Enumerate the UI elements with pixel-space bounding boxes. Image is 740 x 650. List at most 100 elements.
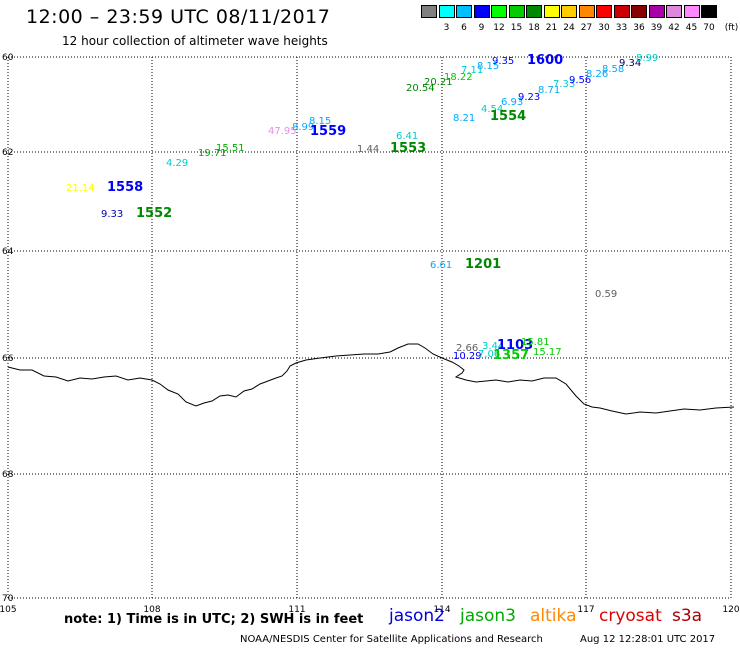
colorbar-swatch — [473, 5, 490, 18]
map-gridlines — [7, 56, 732, 599]
wave-height-label: 15.51 — [216, 143, 245, 154]
satellite-jason2: jason2 — [389, 606, 445, 626]
longitude-label: 108 — [143, 605, 160, 615]
satellite-s3a: s3a — [672, 606, 703, 626]
colorbar-label: 45 — [685, 23, 698, 33]
pass-time-label: 1553 — [390, 141, 426, 156]
wave-height-label: 8.15 — [309, 116, 331, 127]
wave-height-label: 20.21 — [424, 77, 453, 88]
wave-height-label: 2.66 — [456, 343, 478, 354]
longitude-label: 114 — [433, 605, 450, 615]
wave-height-label: 1.44 — [357, 144, 379, 155]
wave-height-label: 4.29 — [166, 158, 188, 169]
wave-height-label: 8.58 — [602, 64, 624, 75]
colorbar-label: 9 — [478, 23, 485, 33]
pass-time-label: 1600 — [527, 53, 563, 68]
wave-height-label: 6.93 — [501, 97, 523, 108]
wave-height-label: 0.59 — [595, 289, 617, 300]
latitude-label: 60 — [2, 53, 14, 63]
longitude-label: 117 — [577, 605, 594, 615]
colorbar-label: 12 — [493, 23, 505, 33]
wave-height-label: 8.99 — [636, 53, 658, 64]
colorbar-unit: (ft) — [724, 23, 739, 33]
wave-height-label: 19.71 — [198, 148, 227, 159]
colorbar-swatch — [561, 5, 577, 18]
generation-timestamp: Aug 12 12:28:01 UTC 2017 — [580, 634, 716, 645]
wave-height-label: 8.15 — [477, 61, 499, 72]
colorbar-label: 36 — [633, 23, 645, 33]
colorbar-label: 39 — [650, 23, 663, 33]
latitude-label: 68 — [2, 470, 14, 480]
colorbar-label: 33 — [615, 23, 628, 33]
pass-time-label: 1357 — [493, 348, 529, 363]
coastline — [7, 343, 735, 415]
longitude-label: 111 — [288, 605, 305, 615]
wave-height-label: 8.21 — [453, 113, 475, 124]
wave-height-label: 9.34 — [619, 58, 641, 69]
wave-height-label: 18.22 — [444, 72, 473, 83]
wave-height-label: 7.33 — [553, 79, 575, 90]
wave-height-label: 9.33 — [101, 209, 123, 220]
wave-height-label: 20.54 — [406, 83, 435, 94]
colorbar-swatch — [683, 5, 700, 18]
colorbar-swatch — [701, 5, 717, 18]
wave-height-label: 8.26 — [586, 69, 608, 80]
wave-height-label: 8.71 — [538, 85, 560, 96]
colorbar-label: 18 — [528, 23, 540, 33]
colorbar-swatch — [666, 5, 682, 18]
pass-time-label: 1552 — [136, 206, 172, 221]
wave-height-label: 9.35 — [492, 56, 514, 67]
colorbar-swatch — [596, 5, 612, 18]
latitude-label: 66 — [2, 354, 14, 364]
footer-note: note: 1) Time is in UTC; 2) SWH is in fe… — [64, 612, 364, 627]
colorbar-label: 70 — [703, 23, 715, 33]
satellite-cryosat: cryosat — [599, 606, 662, 626]
wave-height-label: 9.56 — [569, 75, 591, 86]
colorbar-swatch — [421, 5, 437, 18]
wave-height-label: 7.11 — [461, 65, 483, 76]
colorbar-label: 6 — [461, 23, 467, 33]
map-title: 12:00 – 23:59 UTC 08/11/2017 — [26, 6, 331, 28]
colorbar-label: 42 — [668, 23, 680, 33]
longitude-label: 105 — [0, 605, 17, 615]
colorbar-swatch — [491, 5, 507, 18]
satellite-jason3: jason3 — [460, 606, 516, 626]
colorbar-swatch — [613, 5, 630, 18]
colorbar-label: 21 — [545, 23, 558, 33]
latitude-label: 62 — [2, 148, 13, 158]
colorbar-swatch — [438, 5, 455, 18]
colorbar-swatch — [648, 5, 665, 18]
colorbar-label: 30 — [598, 23, 610, 33]
colorbar-label: 3 — [443, 23, 450, 33]
colorbar-swatch — [578, 5, 595, 18]
colorbar-swatch — [508, 5, 525, 18]
colorbar-label: 27 — [580, 23, 593, 33]
latitude-label: 70 — [2, 594, 14, 604]
pass-time-label: 1103 — [497, 338, 533, 353]
colorbar-swatch — [543, 5, 560, 18]
colorbar-swatch — [456, 5, 472, 18]
wave-height-label: 6.61 — [430, 260, 452, 271]
wave-height-label: 15.81 — [521, 337, 550, 348]
wave-height-label: 4.54 — [481, 104, 503, 115]
pass-time-label: 1559 — [310, 124, 346, 139]
colorbar-swatch — [631, 5, 647, 18]
wave-height-label: 15.17 — [533, 347, 562, 358]
latitude-label: 64 — [2, 247, 14, 257]
pass-time-label: 1558 — [107, 180, 143, 195]
wave-height-label: 6.41 — [396, 131, 418, 142]
wave-height-label: 10.29 — [453, 351, 482, 362]
wave-height-label: 21.14 — [66, 183, 95, 194]
wave-height-label: 9.23 — [518, 92, 540, 103]
wave-height-label: 7.06 — [478, 349, 500, 360]
longitude-label: 120 — [722, 605, 739, 615]
colorbar-swatch — [526, 5, 542, 18]
wave-height-label: 47.95 — [268, 126, 297, 137]
wave-height-label: 8.99 — [292, 122, 314, 133]
pass-time-label: 1554 — [490, 109, 526, 124]
pass-time-label: 1201 — [465, 257, 501, 272]
colorbar-label: 15 — [510, 23, 523, 33]
colorbar-label: 24 — [563, 23, 575, 33]
